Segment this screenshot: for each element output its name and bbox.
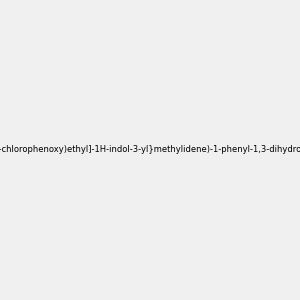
Text: (3E)-3-({1-[2-(2-chlorophenoxy)ethyl]-1H-indol-3-yl}methylidene)-1-phenyl-1,3-di: (3E)-3-({1-[2-(2-chlorophenoxy)ethyl]-1H… [0, 146, 300, 154]
